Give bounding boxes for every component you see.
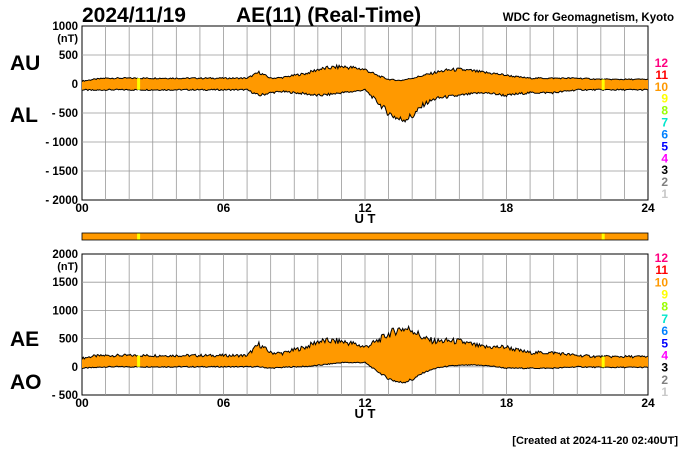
y-tick-label: 500 [59, 50, 78, 62]
series-line-ao [81, 361, 649, 384]
missing-marker [137, 78, 141, 90]
legend-station-count: 8 [661, 300, 668, 314]
legend-station-count: 2 [661, 373, 668, 387]
quality-band [81, 232, 649, 241]
legend-station-count: 3 [661, 163, 668, 177]
x-axis-label: U T [355, 211, 376, 226]
legend-station-count: 1 [661, 187, 668, 201]
y-tick-label: 2000 [52, 249, 78, 261]
series-line-al [81, 88, 649, 123]
unit-label: (nT) [57, 261, 78, 273]
x-tick-label: 06 [217, 396, 231, 410]
x-tick-label: 12 [358, 201, 372, 215]
series-label-ao: AO [10, 371, 42, 394]
x-tick-label: 00 [75, 201, 89, 215]
y-tick-label: 0 [72, 79, 78, 91]
legend-station-count: 4 [661, 151, 668, 165]
legend-station-count: 11 [655, 263, 668, 277]
legend-station-count: 1 [661, 385, 668, 399]
y-tick-label: - 1000 [45, 137, 78, 149]
series-label-al: AL [10, 104, 38, 127]
x-tick-label: 18 [500, 396, 514, 410]
legend-station-count: 10 [655, 80, 669, 94]
series-line-ae [81, 324, 649, 360]
series-label-au: AU [10, 52, 40, 75]
missing-marker [601, 356, 605, 368]
series-label-ae: AE [10, 328, 39, 351]
legend-station-count: 5 [661, 336, 668, 350]
index-area [82, 65, 648, 122]
y-tick-label: 1500 [52, 277, 78, 289]
legend-station-count: 11 [655, 68, 668, 82]
source-label: WDC for Geomagnetism, Kyoto [503, 12, 674, 24]
footer-created: [Created at 2024-11-20 02:40UT] [512, 435, 678, 447]
missing-marker [137, 355, 141, 367]
au-al-plot: 1000 500 0 - 500 - 1000 - 1500 - 2000 (nT) 00 06 1… [10, 21, 668, 226]
legend-station-count: 9 [661, 92, 668, 106]
x-tick-label: 24 [641, 396, 655, 410]
data-quality-bar [81, 232, 649, 241]
legend-station-count: 2 [661, 175, 668, 189]
index-area [82, 326, 648, 383]
chart-title: AE(11) (Real-Time) [236, 4, 421, 27]
legend-station-count: 5 [661, 139, 668, 153]
y-tick-label: - 2000 [45, 195, 78, 207]
legend-station-count: 6 [661, 127, 668, 141]
y-tick-label: - 500 [52, 108, 78, 120]
y-tick-label: - 500 [52, 390, 78, 402]
missing-marker [601, 233, 605, 240]
y-tick-label: - 1500 [45, 166, 78, 178]
y-tick-label: 500 [59, 334, 78, 346]
legend-station-count: 8 [661, 104, 668, 118]
x-tick-label: 00 [75, 396, 89, 410]
legend-station-count: 12 [655, 251, 669, 265]
y-tick-label: 0 [72, 362, 78, 374]
x-axis-label: U T [355, 406, 376, 421]
missing-marker [137, 233, 141, 240]
legend-station-count: 3 [661, 361, 668, 375]
missing-marker [601, 79, 605, 90]
date-title: 2024/11/19 [82, 4, 186, 27]
legend-station-count: 7 [661, 116, 668, 130]
y-tick-label: 1000 [52, 21, 78, 33]
legend-station-count: 12 [655, 56, 669, 70]
y-tick-label: 1000 [52, 305, 78, 317]
series-line-au [81, 63, 649, 83]
x-tick-label: 12 [358, 396, 372, 410]
legend-station-count: 7 [661, 312, 668, 326]
x-tick-label: 06 [217, 201, 231, 215]
x-tick-label: 18 [500, 201, 514, 215]
legend-station-count: 6 [661, 324, 668, 338]
legend-station-count: 10 [655, 275, 669, 289]
legend-station-count: 9 [661, 288, 668, 302]
unit-label: (nT) [57, 33, 78, 45]
legend-station-count: 4 [661, 348, 668, 362]
x-tick-label: 24 [641, 201, 655, 215]
